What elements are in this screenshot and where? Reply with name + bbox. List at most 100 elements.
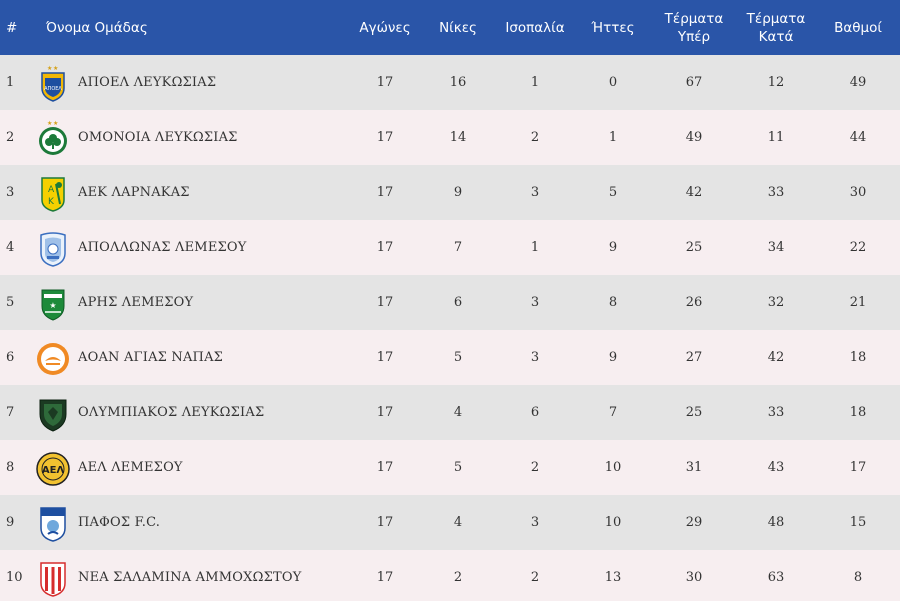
rank-cell: 2 xyxy=(6,130,15,145)
aoan-crest-icon xyxy=(36,341,70,375)
draws-cell: 2 xyxy=(530,570,540,585)
svg-text:★: ★ xyxy=(47,120,52,127)
apoel-crest-icon: ★ ★ ΑΠΟΕΛ xyxy=(36,65,70,102)
apollon-crest-icon xyxy=(36,231,70,267)
rank-cell: 7 xyxy=(6,405,15,420)
rank-cell: 4 xyxy=(6,240,15,255)
header-played[interactable]: Αγώνες xyxy=(359,19,411,36)
header-rank[interactable]: # xyxy=(6,19,18,36)
goals-for-cell: 25 xyxy=(685,405,703,420)
goals-for-cell: 25 xyxy=(685,240,703,255)
draws-cell: 1 xyxy=(530,240,540,255)
team-cell: ΑΟΑΝ ΑΓΙΑΣ ΝΑΠΑΣ xyxy=(34,330,350,385)
rank-cell: 1 xyxy=(6,75,15,90)
goals-against-cell: 34 xyxy=(767,240,785,255)
draws-cell: 1 xyxy=(530,75,540,90)
team-name[interactable]: ΑΕΛ ΛΕΜΕΣΟΥ xyxy=(78,460,183,475)
team-name[interactable]: ΠΑΦΟΣ F.C. xyxy=(78,515,161,530)
team-cell: ΟΛΥΜΠΙΑΚΟΣ ΛΕΥΚΩΣΙΑΣ xyxy=(34,385,350,440)
losses-cell: 10 xyxy=(604,515,622,530)
goals-for-cell: 26 xyxy=(685,295,703,310)
header-goals-for-line2: Υπέρ xyxy=(677,28,711,45)
draws-cell: 3 xyxy=(530,350,540,365)
goals-for-cell: 31 xyxy=(685,460,703,475)
header-goals-against[interactable]: Τέρματα Κατά xyxy=(736,0,816,55)
team-cell: ★ ★ ΟΜΟΝΟΙΑ ΛΕΥΚΩΣΙΑΣ xyxy=(34,110,350,165)
header-wins[interactable]: Νίκες xyxy=(439,19,477,36)
svg-text:ΑΕΛ: ΑΕΛ xyxy=(42,465,65,476)
team-name[interactable]: ΟΜΟΝΟΙΑ ΛΕΥΚΩΣΙΑΣ xyxy=(78,130,238,145)
goals-for-cell: 27 xyxy=(685,350,703,365)
table-row[interactable]: 1 ★ ★ ΑΠΟΕΛ ΑΠΟΕΛ ΛΕΥΚΩΣΙΑΣ 17 16 1 0 67 1… xyxy=(0,55,900,110)
points-cell: 18 xyxy=(849,405,867,420)
wins-cell: 4 xyxy=(453,515,463,530)
header-goals-for[interactable]: Τέρματα Υπέρ xyxy=(652,0,736,55)
played-cell: 17 xyxy=(376,405,394,420)
header-losses[interactable]: Ήττες xyxy=(591,19,635,36)
svg-text:Α: Α xyxy=(48,185,55,195)
wins-cell: 7 xyxy=(453,240,463,255)
rank-cell: 10 xyxy=(6,570,23,585)
losses-cell: 0 xyxy=(608,75,618,90)
played-cell: 17 xyxy=(376,295,394,310)
goals-for-cell: 29 xyxy=(685,515,703,530)
table-row[interactable]: 6 ΑΟΑΝ ΑΓΙΑΣ ΝΑΠΑΣ 17 5 3 9 27 42 18 xyxy=(0,330,900,385)
played-cell: 17 xyxy=(376,515,394,530)
points-cell: 17 xyxy=(849,460,867,475)
table-row[interactable]: 5 ★ ΑΡΗΣ ΛΕΜΕΣΟΥ 17 6 3 8 26 32 21 xyxy=(0,275,900,330)
losses-cell: 8 xyxy=(608,295,618,310)
points-cell: 49 xyxy=(849,75,867,90)
goals-against-cell: 48 xyxy=(767,515,785,530)
wins-cell: 16 xyxy=(449,75,467,90)
draws-cell: 3 xyxy=(530,185,540,200)
losses-cell: 13 xyxy=(604,570,622,585)
team-name[interactable]: ΟΛΥΜΠΙΑΚΟΣ ΛΕΥΚΩΣΙΑΣ xyxy=(78,405,265,420)
draws-cell: 3 xyxy=(530,515,540,530)
losses-cell: 9 xyxy=(608,350,618,365)
rank-cell: 5 xyxy=(6,295,15,310)
wins-cell: 6 xyxy=(453,295,463,310)
points-cell: 21 xyxy=(849,295,867,310)
losses-cell: 5 xyxy=(608,185,618,200)
team-name[interactable]: ΑΠΟΕΛ ΛΕΥΚΩΣΙΑΣ xyxy=(78,75,217,90)
draws-cell: 3 xyxy=(530,295,540,310)
points-cell: 30 xyxy=(849,185,867,200)
points-cell: 8 xyxy=(853,570,863,585)
played-cell: 17 xyxy=(376,240,394,255)
team-name[interactable]: ΑΟΑΝ ΑΓΙΑΣ ΝΑΠΑΣ xyxy=(78,350,224,365)
team-name[interactable]: ΝΕΑ ΣΑΛΑΜΙΝΑ ΑΜΜΟΧΩΣΤΟΥ xyxy=(78,570,302,585)
header-draws[interactable]: Ισοπαλία xyxy=(505,19,565,36)
team-name[interactable]: ΑΡΗΣ ΛΕΜΕΣΟΥ xyxy=(78,295,194,310)
table-row[interactable]: 4 ΑΠΟΛΛΩΝΑΣ ΛΕΜΕΣΟΥ 17 7 1 9 25 34 22 xyxy=(0,220,900,275)
table-row[interactable]: 7 ΟΛΥΜΠΙΑΚΟΣ ΛΕΥΚΩΣΙΑΣ 17 4 6 7 25 33 18 xyxy=(0,385,900,440)
wins-cell: 4 xyxy=(453,405,463,420)
ael-crest-icon: ΑΕΛ xyxy=(36,451,70,486)
draws-cell: 2 xyxy=(530,460,540,475)
wins-cell: 5 xyxy=(453,460,463,475)
table-row[interactable]: 2 ★ ★ ΟΜΟΝΟΙΑ ΛΕΥΚΩΣΙΑΣ 17 14 2 1 49 11 4… xyxy=(0,110,900,165)
team-name[interactable]: ΑΠΟΛΛΩΝΑΣ ΛΕΜΕΣΟΥ xyxy=(78,240,247,255)
svg-text:Κ: Κ xyxy=(48,197,55,207)
wins-cell: 5 xyxy=(453,350,463,365)
svg-text:★: ★ xyxy=(53,120,58,127)
header-team-name[interactable]: Όνομα Ομάδας xyxy=(46,19,148,36)
header-goals-against-line2: Κατά xyxy=(758,28,794,45)
nea-salamina-crest-icon xyxy=(36,561,70,597)
header-points[interactable]: Βαθμοί xyxy=(834,19,882,36)
wins-cell: 2 xyxy=(453,570,463,585)
losses-cell: 10 xyxy=(604,460,622,475)
goals-against-cell: 33 xyxy=(767,185,785,200)
goals-against-cell: 12 xyxy=(767,75,785,90)
table-row[interactable]: 10 ΝΕΑ ΣΑΛΑΜΙΝΑ ΑΜΜΟΧΩΣΤΟΥ 17 2 2 13 30 … xyxy=(0,550,900,601)
table-row[interactable]: 9 ΠΑΦΟΣ F.C. 17 4 3 10 29 48 15 xyxy=(0,495,900,550)
goals-against-cell: 43 xyxy=(767,460,785,475)
header-goals-for-line1: Τέρματα xyxy=(664,10,724,27)
rank-cell: 6 xyxy=(6,350,15,365)
played-cell: 17 xyxy=(376,75,394,90)
team-cell: ΝΕΑ ΣΑΛΑΜΙΝΑ ΑΜΜΟΧΩΣΤΟΥ xyxy=(34,550,350,601)
team-name[interactable]: ΑΕΚ ΛΑΡΝΑΚΑΣ xyxy=(78,185,190,200)
omonoia-crest-icon: ★ ★ xyxy=(36,120,70,155)
table-row[interactable]: 8 ΑΕΛ ΑΕΛ ΛΕΜΕΣΟΥ 17 5 2 10 31 43 17 xyxy=(0,440,900,495)
